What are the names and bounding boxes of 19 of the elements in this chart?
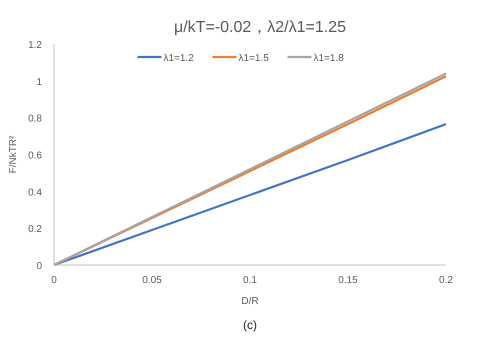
x-tick-label: 0.1 bbox=[243, 275, 258, 286]
y-tick-label: 0 bbox=[36, 261, 42, 272]
x-tick-label: 0.2 bbox=[439, 275, 454, 286]
y-tick-label: 1 bbox=[36, 76, 42, 88]
legend-label: λ1=1.5 bbox=[238, 53, 270, 64]
y-tick-label: 0.4 bbox=[28, 187, 42, 198]
x-tick-label: 0.05 bbox=[142, 275, 162, 286]
y-tick-label: 0.6 bbox=[28, 150, 42, 162]
legend-label: λ1=1.8 bbox=[314, 53, 344, 64]
y-tick-label: 1.2 bbox=[28, 40, 42, 51]
y-tick-label: 0.8 bbox=[28, 114, 42, 125]
chart-title: μ/kT=-0.02，λ2/λ1=1.25 bbox=[174, 19, 346, 36]
x-axis-title: D/R bbox=[241, 296, 259, 307]
x-tick-label: 0.15 bbox=[338, 275, 358, 286]
legend-label: λ1=1.2 bbox=[164, 53, 194, 64]
y-tick-label: 0.2 bbox=[28, 224, 42, 236]
y-axis-title: F/NkTR² bbox=[8, 134, 19, 174]
x-tick-label: 0 bbox=[51, 275, 58, 286]
text: (c) bbox=[243, 318, 257, 332]
